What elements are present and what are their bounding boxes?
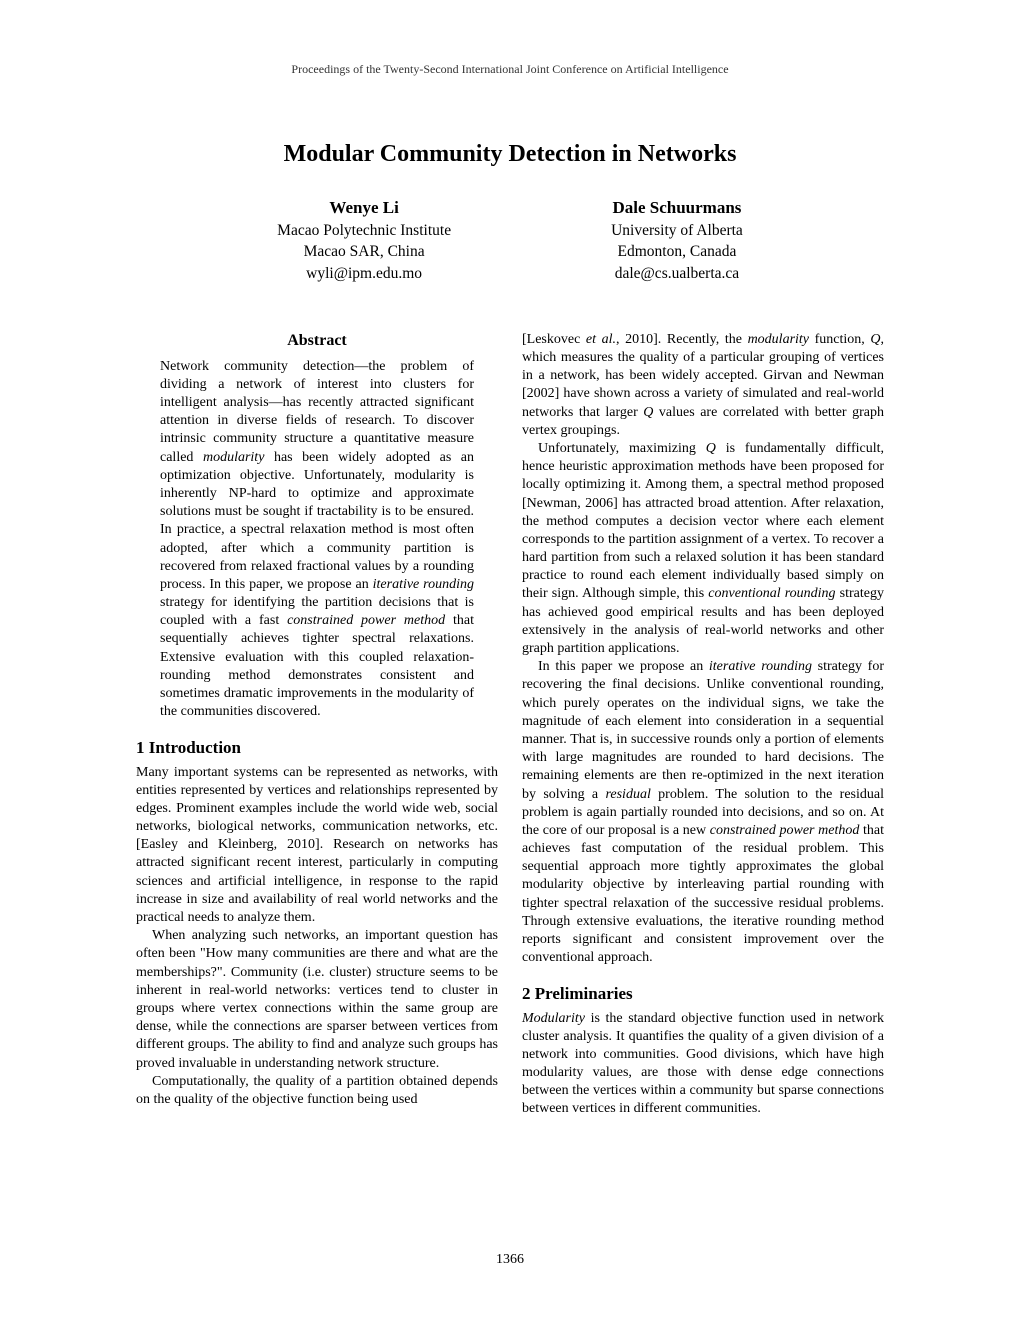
author-name: Wenye Li [277, 196, 451, 220]
body-paragraph: In this paper we propose an iterative ro… [522, 658, 884, 967]
paper-title: Modular Community Detection in Networks [0, 77, 1020, 196]
author-affiliation: University of Alberta [611, 220, 743, 242]
author-affiliation: Edmonton, Canada [611, 241, 743, 263]
intro-paragraph: Many important systems can be represente… [136, 764, 498, 928]
author-block: Wenye Li Macao Polytechnic Institute Mac… [277, 196, 451, 285]
intro-paragraph: When analyzing such networks, an importa… [136, 927, 498, 1073]
author-email: wyli@ipm.edu.mo [277, 263, 451, 285]
body-paragraph: Unfortunately, maximizing Q is fundament… [522, 440, 884, 658]
left-column: Abstract Network community detection—the… [136, 331, 498, 1119]
author-affiliation: Macao Polytechnic Institute [277, 220, 451, 242]
intro-paragraph: Computationally, the quality of a partit… [136, 1073, 498, 1109]
section-heading-intro: 1 Introduction [136, 737, 498, 759]
abstract-heading: Abstract [136, 331, 498, 352]
page-number: 1366 [0, 1252, 1020, 1268]
content-columns: Abstract Network community detection—the… [0, 331, 1020, 1119]
right-column: [Leskovec et al., 2010]. Recently, the m… [522, 331, 884, 1119]
author-block: Dale Schuurmans University of Alberta Ed… [611, 196, 743, 285]
author-email: dale@cs.ualberta.ca [611, 263, 743, 285]
author-name: Dale Schuurmans [611, 196, 743, 220]
section-heading-prelim: 2 Preliminaries [522, 983, 884, 1005]
prelim-paragraph: Modularity is the standard objective fun… [522, 1010, 884, 1119]
author-affiliation: Macao SAR, China [277, 241, 451, 263]
abstract-body: Network community detection—the problem … [136, 358, 498, 722]
body-paragraph: [Leskovec et al., 2010]. Recently, the m… [522, 331, 884, 440]
proceedings-header: Proceedings of the Twenty-Second Interna… [0, 0, 1020, 77]
authors-block: Wenye Li Macao Polytechnic Institute Mac… [0, 196, 1020, 331]
